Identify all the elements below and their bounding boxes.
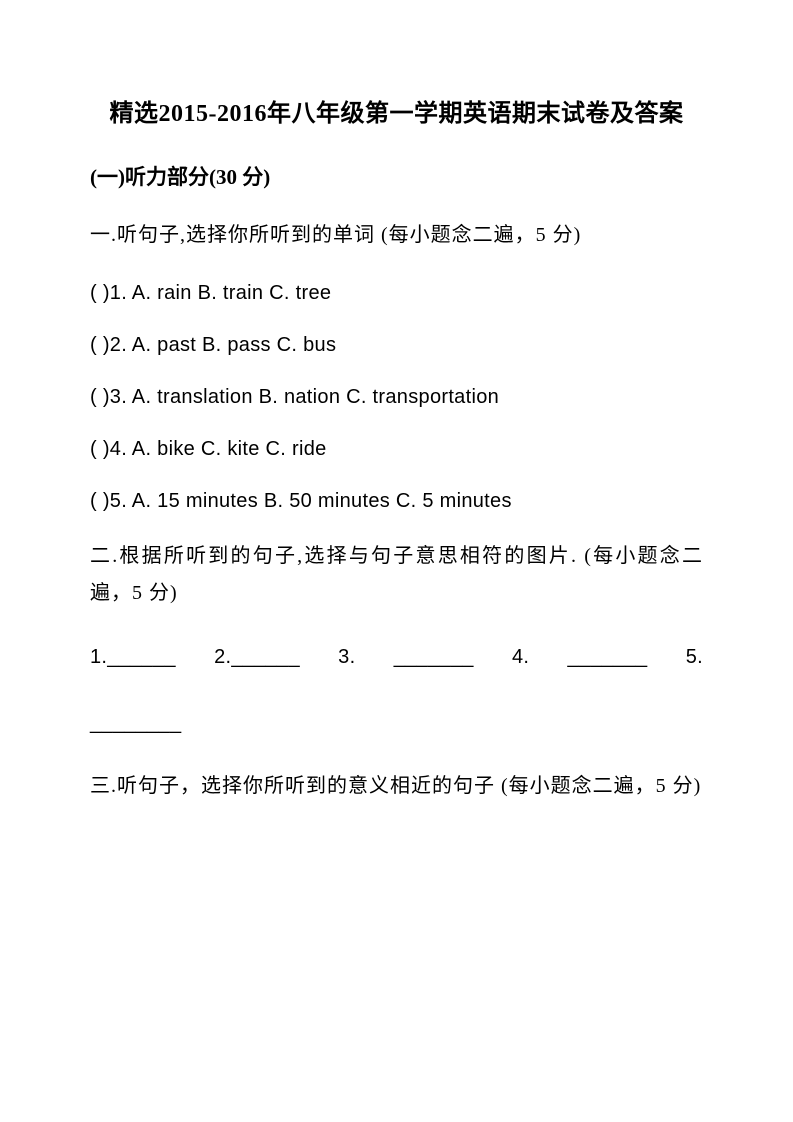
part1-instruction: 一.听句子,选择你所听到的单词 (每小题念二遍，5 分)	[90, 217, 703, 254]
part2-blanks-line1: 1.______ 2.______ 3. _______ 4. _______ …	[90, 636, 703, 678]
question-5: ( )5. A. 15 minutes B. 50 minutes C. 5 m…	[90, 486, 703, 516]
part3-instruction: 三.听句子，选择你所听到的意义相近的句子 (每小题念二遍，5 分)	[90, 768, 703, 805]
question-3: ( )3. A. translation B. nation C. transp…	[90, 382, 703, 412]
part2-instruction: 二.根据所听到的句子,选择与句子意思相符的图片. (每小题念二遍，5 分)	[90, 538, 703, 612]
question-1: ( )1. A. rain B. train C. tree	[90, 278, 703, 308]
question-4: ( )4. A. bike C. kite C. ride	[90, 434, 703, 464]
question-2: ( )2. A. past B. pass C. bus	[90, 330, 703, 360]
section-header: (一)听力部分(30 分)	[90, 161, 703, 191]
document-title: 精选2015-2016年八年级第一学期英语期末试卷及答案	[90, 95, 703, 133]
part2-blanks-line2: ________	[90, 702, 703, 744]
